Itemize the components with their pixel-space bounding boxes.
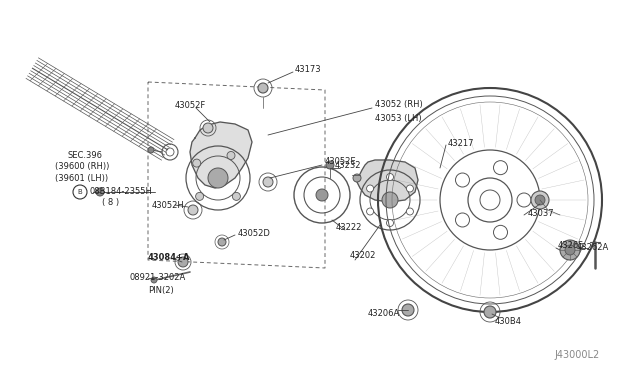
Text: 43173: 43173: [295, 65, 322, 74]
Text: 43052E: 43052E: [325, 157, 356, 167]
Text: 43217: 43217: [448, 138, 474, 148]
Text: 43222: 43222: [336, 224, 362, 232]
Text: 43084+A: 43084+A: [148, 253, 191, 263]
Text: B: B: [77, 189, 83, 195]
Circle shape: [402, 304, 414, 316]
Circle shape: [367, 208, 374, 215]
Circle shape: [96, 188, 104, 196]
Circle shape: [188, 205, 198, 215]
Circle shape: [353, 174, 361, 182]
Circle shape: [316, 189, 328, 201]
Circle shape: [456, 173, 470, 187]
Text: 43265: 43265: [558, 241, 584, 250]
Circle shape: [196, 192, 204, 201]
Circle shape: [178, 257, 188, 267]
Circle shape: [232, 192, 241, 201]
Polygon shape: [357, 160, 418, 202]
Circle shape: [326, 161, 334, 169]
Circle shape: [203, 123, 213, 133]
Circle shape: [493, 225, 508, 239]
Text: (39600 (RH)): (39600 (RH)): [55, 163, 109, 171]
Circle shape: [382, 192, 398, 208]
Circle shape: [531, 191, 549, 209]
Circle shape: [387, 173, 394, 180]
Polygon shape: [190, 122, 252, 188]
Text: 43206A: 43206A: [368, 308, 400, 317]
Text: 43262A: 43262A: [577, 244, 609, 253]
Text: SEC.396: SEC.396: [68, 151, 103, 160]
Circle shape: [565, 245, 575, 255]
Text: 43052 (RH): 43052 (RH): [375, 100, 423, 109]
Circle shape: [193, 159, 201, 167]
Circle shape: [148, 147, 154, 153]
Circle shape: [263, 177, 273, 187]
Text: PIN(2): PIN(2): [148, 285, 173, 295]
Text: 43053 (LH): 43053 (LH): [375, 113, 422, 122]
Text: 43202: 43202: [350, 250, 376, 260]
Circle shape: [406, 208, 413, 215]
Text: 43052F: 43052F: [175, 100, 206, 109]
Circle shape: [406, 185, 413, 192]
Text: J43000L2: J43000L2: [554, 350, 599, 360]
Text: 43052H: 43052H: [152, 201, 185, 209]
Circle shape: [535, 195, 545, 205]
Circle shape: [227, 151, 235, 160]
Text: 43052D: 43052D: [238, 228, 271, 237]
Text: (39601 (LH)): (39601 (LH)): [55, 174, 108, 183]
Circle shape: [560, 240, 580, 260]
Text: 43037: 43037: [528, 208, 555, 218]
Circle shape: [493, 161, 508, 175]
Circle shape: [151, 277, 157, 283]
Text: 08921-3202A: 08921-3202A: [130, 273, 186, 282]
Circle shape: [517, 193, 531, 207]
Circle shape: [258, 83, 268, 93]
Text: 08B184-2355H: 08B184-2355H: [90, 187, 153, 196]
Text: ( 8 ): ( 8 ): [102, 199, 119, 208]
Circle shape: [484, 306, 496, 318]
Circle shape: [367, 185, 374, 192]
Text: 43232: 43232: [335, 160, 362, 170]
Circle shape: [456, 213, 470, 227]
Circle shape: [208, 168, 228, 188]
Text: 430B4: 430B4: [495, 317, 522, 327]
Circle shape: [387, 219, 394, 227]
Circle shape: [218, 238, 226, 246]
